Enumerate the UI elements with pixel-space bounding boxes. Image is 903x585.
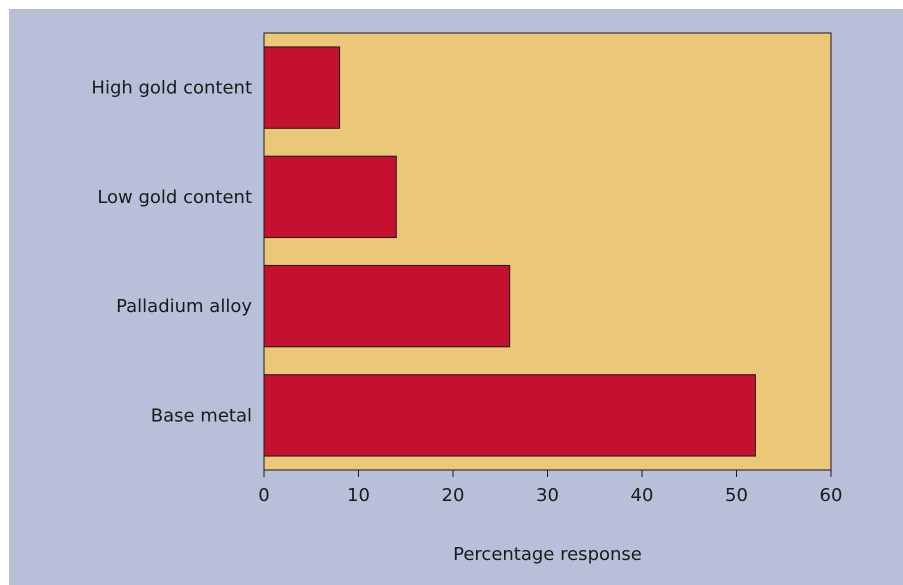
x-tick-label: 40 bbox=[631, 485, 654, 506]
x-axis-title: Percentage response bbox=[453, 544, 642, 565]
x-tick-label: 60 bbox=[820, 485, 843, 506]
bar-low-gold-content bbox=[263, 155, 397, 239]
bars-group bbox=[263, 46, 756, 457]
x-tick-label: 20 bbox=[442, 485, 465, 506]
category-label: Palladium alloy bbox=[116, 296, 252, 317]
x-ticks-group: 0 10 20 30 40 50 60 bbox=[258, 470, 842, 506]
x-tick-label: 50 bbox=[725, 485, 748, 506]
category-label: Base metal bbox=[151, 405, 252, 426]
bar-high-gold-content bbox=[263, 46, 341, 129]
bar-palladium-alloy bbox=[263, 264, 511, 348]
category-label: High gold content bbox=[91, 78, 252, 99]
x-tick-label: 0 bbox=[258, 485, 269, 506]
x-tick-label: 10 bbox=[347, 485, 370, 506]
x-tick-label: 30 bbox=[536, 485, 559, 506]
bar-base-metal bbox=[263, 374, 756, 457]
category-labels-group: High gold content Low gold content Palladi… bbox=[91, 78, 252, 427]
category-label: Low gold content bbox=[97, 187, 252, 208]
